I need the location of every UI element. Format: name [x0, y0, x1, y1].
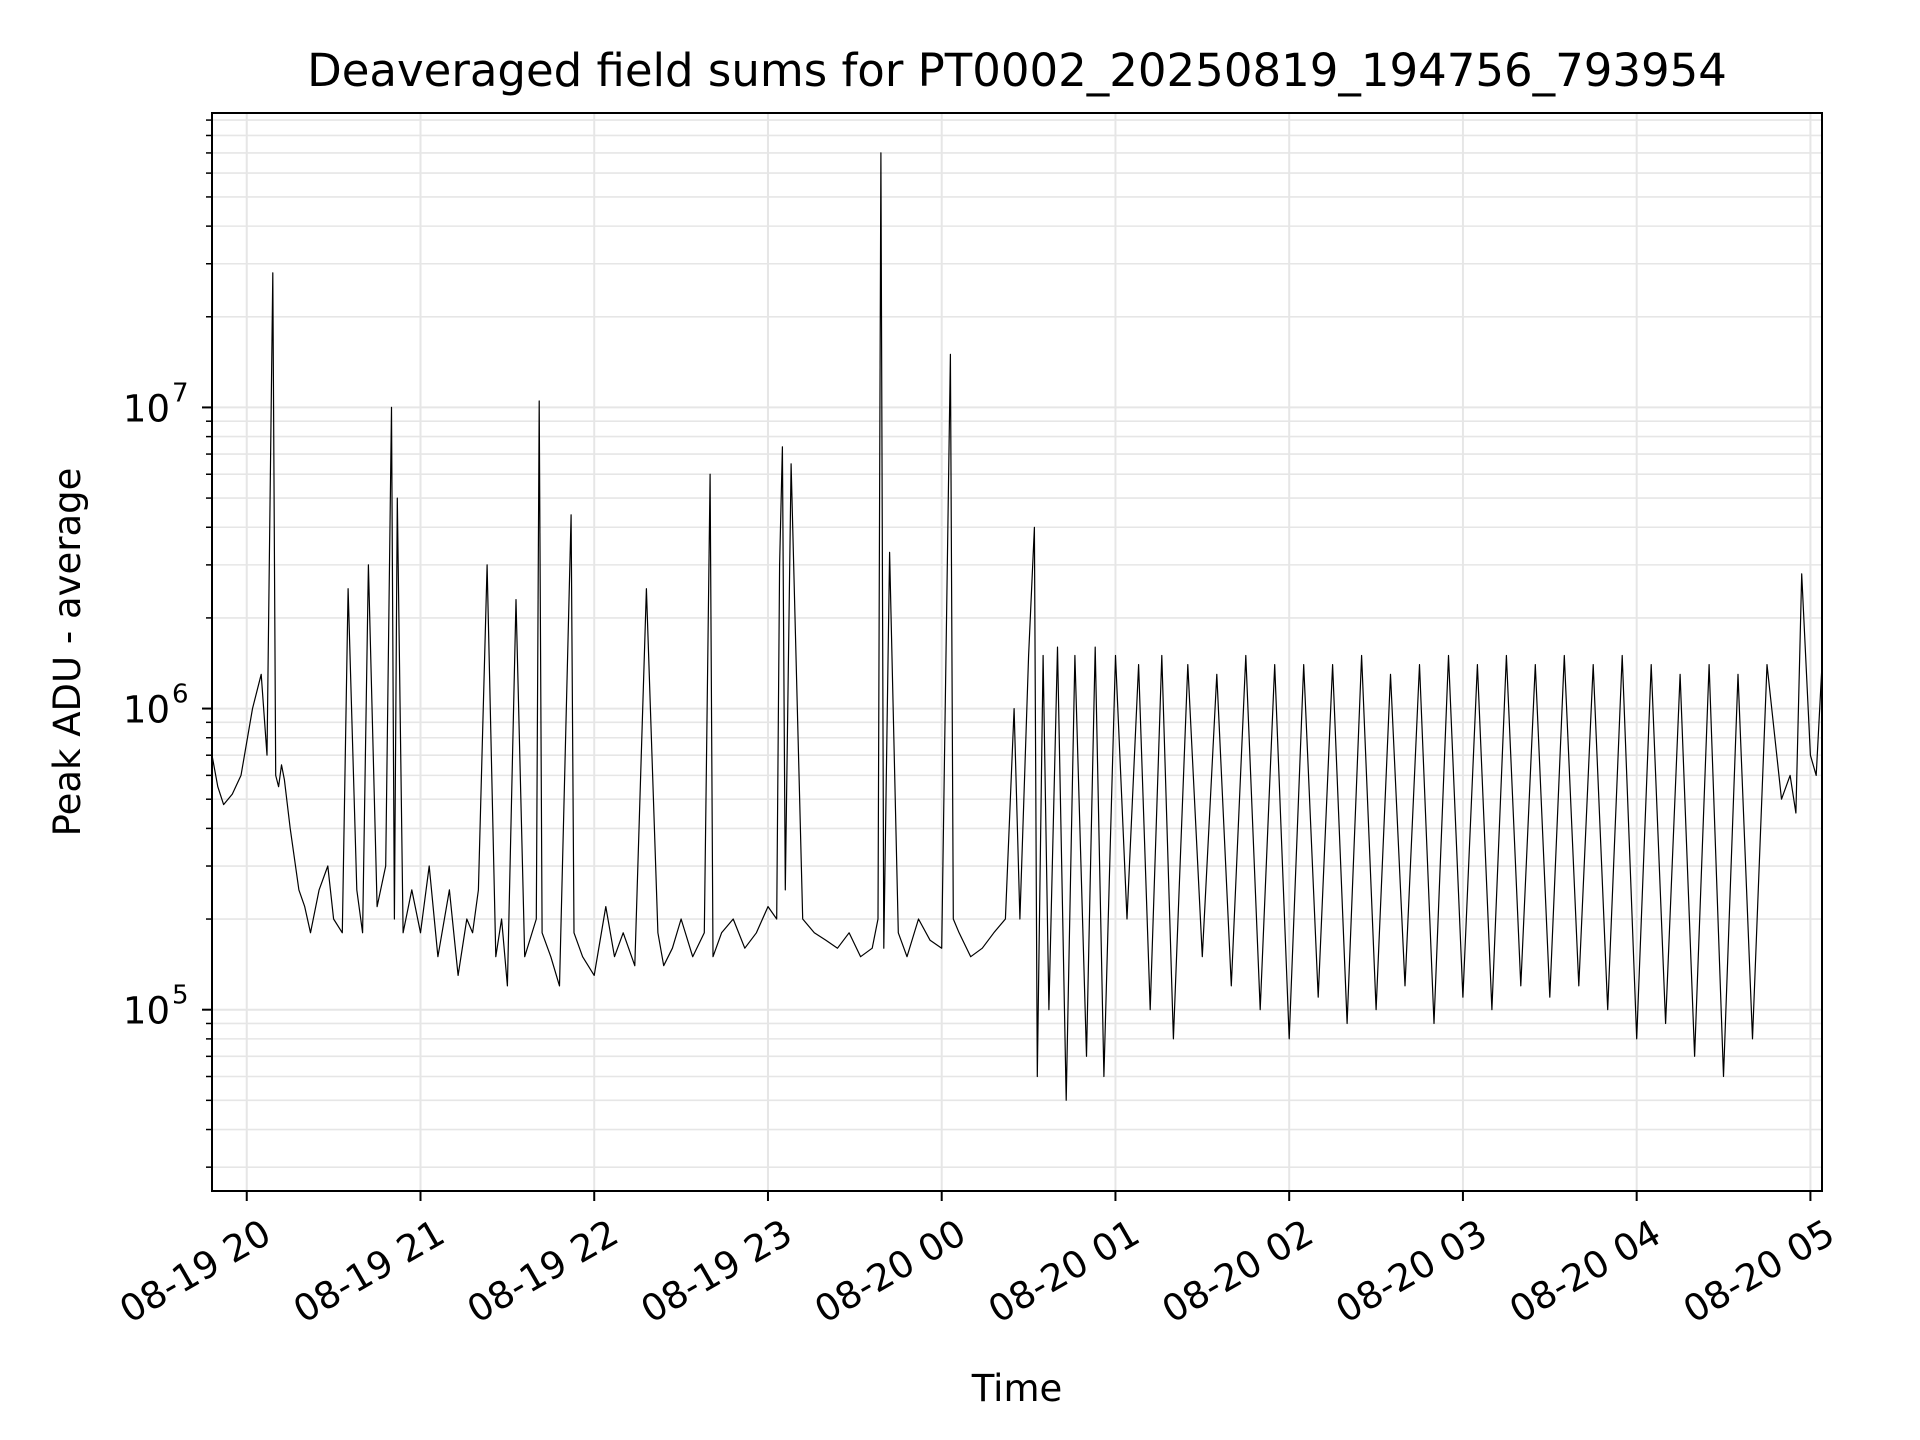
y-axis-label: Peak ADU - average	[46, 468, 89, 837]
series-layer	[211, 152, 1823, 1101]
plot-frame	[211, 112, 1823, 1192]
y-tick-label: 10	[123, 990, 170, 1033]
y-tick-label: 10	[123, 387, 170, 430]
series-line	[211, 152, 1823, 1101]
y-tick-exponent: 6	[172, 680, 189, 710]
y-tick-exponent: 5	[172, 981, 189, 1011]
y-tick-exponent: 7	[172, 378, 189, 408]
x-axis-label: Time	[971, 1367, 1063, 1410]
chart-title: Deaveraged field sums for PT0002_2025081…	[307, 44, 1727, 97]
y-tick-label: 10	[123, 689, 170, 732]
